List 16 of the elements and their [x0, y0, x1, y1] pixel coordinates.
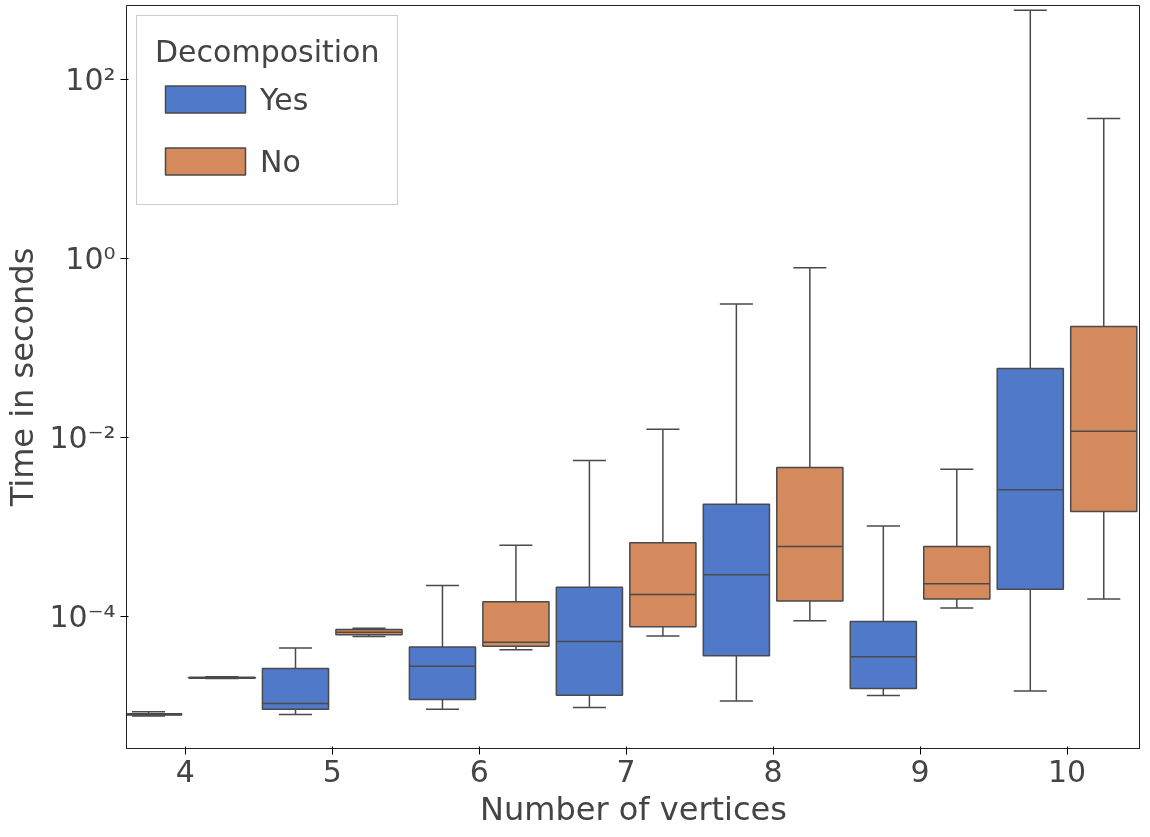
legend-title: Decomposition	[155, 34, 380, 69]
x-tick-label: 8	[763, 753, 783, 789]
x-axis-title: Number of vertices	[480, 789, 787, 828]
x-tick-label: 6	[469, 753, 489, 789]
y-axis-title: Time in seconds	[3, 247, 42, 508]
x-tick-label: 7	[616, 753, 636, 789]
y-tick-label: 10⁻²	[49, 419, 116, 455]
legend-label: No	[260, 142, 301, 181]
legend-label: Yes	[260, 80, 309, 119]
y-tick-label: 10⁰	[65, 241, 116, 277]
x-tick-label: 5	[322, 753, 342, 789]
x-tick-label: 10	[1047, 753, 1087, 789]
x-tick-label: 9	[910, 753, 930, 789]
y-tick-label: 10²	[65, 62, 116, 98]
x-tick-label: 4	[175, 753, 195, 789]
y-tick-label: 10⁻⁴	[49, 598, 116, 634]
